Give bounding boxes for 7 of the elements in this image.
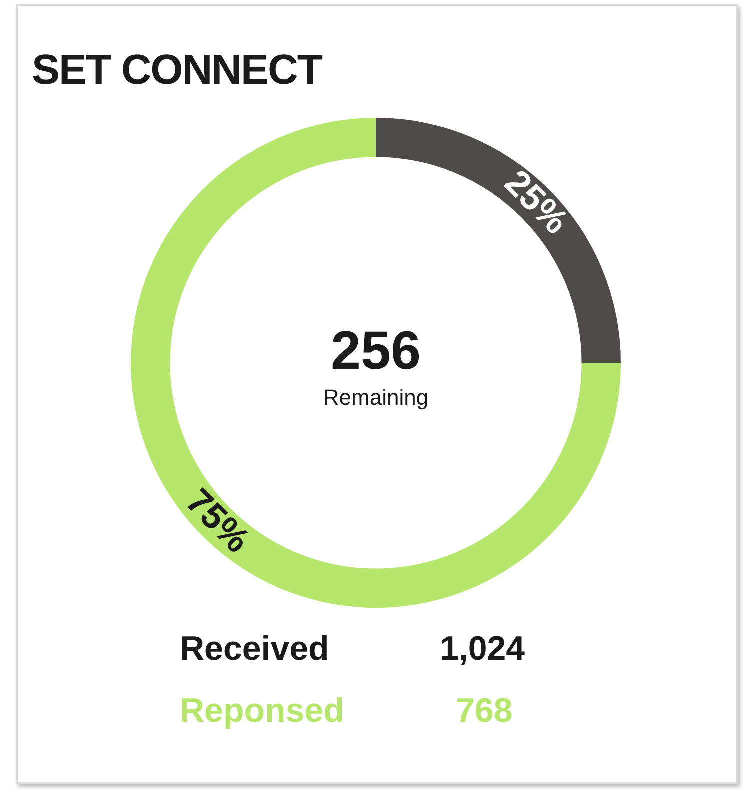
text: 1,024 [440, 630, 526, 669]
text: Remaining [323, 385, 429, 411]
chart-title: SET CONNECT [32, 46, 322, 94]
text: 256 [330, 320, 422, 382]
text: Reponsed [180, 692, 344, 731]
text: Received [180, 630, 330, 669]
text: 768 [456, 692, 513, 731]
